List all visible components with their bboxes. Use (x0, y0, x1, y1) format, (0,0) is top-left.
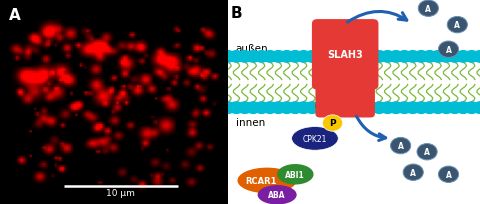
Circle shape (397, 51, 411, 63)
Text: außen: außen (236, 44, 268, 54)
Circle shape (280, 102, 294, 114)
Circle shape (438, 166, 458, 183)
Circle shape (263, 102, 277, 114)
Text: A: A (445, 45, 451, 54)
Circle shape (229, 102, 243, 114)
Text: A: A (424, 147, 430, 156)
Circle shape (389, 51, 403, 63)
Ellipse shape (258, 185, 297, 204)
Circle shape (341, 55, 350, 63)
Circle shape (422, 51, 437, 63)
Text: ABA: ABA (268, 190, 286, 199)
Text: 10 μm: 10 μm (107, 188, 135, 197)
Circle shape (238, 102, 252, 114)
Circle shape (418, 1, 438, 17)
Circle shape (305, 51, 319, 63)
Circle shape (465, 102, 479, 114)
Circle shape (271, 51, 286, 63)
Circle shape (246, 51, 260, 63)
Text: RCAR1: RCAR1 (245, 176, 276, 185)
Circle shape (333, 103, 342, 110)
Circle shape (349, 103, 359, 110)
Circle shape (414, 51, 428, 63)
Circle shape (456, 102, 470, 114)
FancyBboxPatch shape (312, 20, 378, 90)
Text: ABI1: ABI1 (286, 170, 305, 179)
FancyArrowPatch shape (357, 117, 385, 141)
Circle shape (229, 51, 243, 63)
Circle shape (391, 138, 411, 154)
Text: A: A (445, 170, 451, 179)
Circle shape (456, 51, 470, 63)
Circle shape (254, 51, 269, 63)
Text: SLAH3: SLAH3 (327, 50, 363, 60)
Text: A: A (9, 8, 21, 23)
Text: B: B (230, 6, 242, 21)
Circle shape (221, 102, 235, 114)
Text: A: A (425, 5, 431, 14)
Circle shape (381, 51, 395, 63)
Ellipse shape (292, 127, 338, 151)
Circle shape (448, 102, 462, 114)
Ellipse shape (277, 164, 313, 185)
FancyArrowPatch shape (348, 12, 407, 23)
Circle shape (366, 103, 375, 110)
Text: A: A (455, 21, 460, 30)
Circle shape (372, 51, 386, 63)
Text: CPK21: CPK21 (303, 134, 327, 143)
Circle shape (465, 51, 479, 63)
Circle shape (316, 103, 325, 110)
Circle shape (431, 51, 445, 63)
Circle shape (341, 103, 350, 110)
Text: P: P (329, 118, 336, 127)
Circle shape (381, 102, 395, 114)
Circle shape (417, 144, 437, 160)
Circle shape (447, 17, 468, 34)
Circle shape (422, 102, 437, 114)
Circle shape (305, 102, 319, 114)
Circle shape (438, 42, 458, 58)
Circle shape (263, 51, 277, 63)
Circle shape (324, 55, 334, 63)
Circle shape (316, 55, 325, 63)
Circle shape (473, 51, 480, 63)
Circle shape (366, 55, 375, 63)
Circle shape (473, 102, 480, 114)
FancyBboxPatch shape (315, 70, 375, 118)
Circle shape (254, 102, 269, 114)
Circle shape (271, 102, 286, 114)
Text: A: A (410, 168, 416, 177)
Circle shape (414, 102, 428, 114)
Circle shape (448, 51, 462, 63)
Circle shape (280, 51, 294, 63)
Circle shape (349, 55, 359, 63)
Circle shape (406, 51, 420, 63)
Text: A: A (398, 141, 404, 150)
Circle shape (288, 51, 302, 63)
Circle shape (397, 102, 411, 114)
Circle shape (358, 103, 367, 110)
Circle shape (324, 103, 334, 110)
Circle shape (297, 102, 311, 114)
Circle shape (221, 51, 235, 63)
Ellipse shape (238, 168, 297, 193)
Circle shape (238, 51, 252, 63)
Circle shape (439, 51, 454, 63)
Circle shape (246, 102, 260, 114)
Circle shape (358, 55, 367, 63)
Circle shape (389, 102, 403, 114)
Circle shape (431, 102, 445, 114)
Circle shape (406, 102, 420, 114)
Circle shape (372, 102, 386, 114)
Circle shape (323, 115, 343, 132)
Text: innen: innen (236, 118, 265, 127)
Circle shape (439, 102, 454, 114)
Circle shape (288, 102, 302, 114)
Circle shape (403, 164, 423, 181)
Circle shape (297, 51, 311, 63)
Circle shape (333, 55, 342, 63)
